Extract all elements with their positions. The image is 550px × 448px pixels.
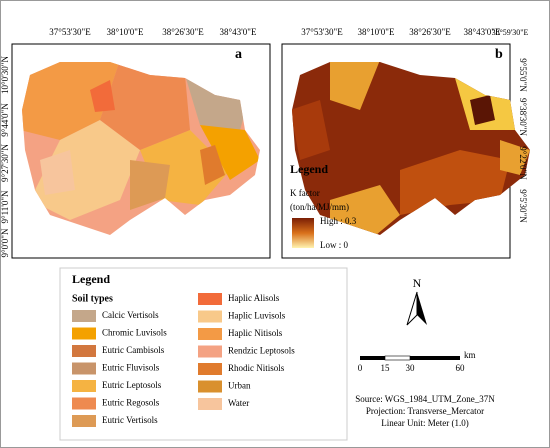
source-line: Source: WGS_1984_UTM_Zone_37N bbox=[355, 394, 495, 404]
k-legend-unit: (ton/ha/MJ/mm) bbox=[290, 202, 349, 212]
legend-swatch bbox=[198, 345, 222, 358]
legend-label: Water bbox=[228, 398, 249, 408]
soil-map bbox=[22, 62, 260, 235]
scale-label: 15 bbox=[381, 363, 391, 373]
lat-label: 9°55'0"N bbox=[518, 58, 528, 92]
lon-label: 38°26'30"E bbox=[162, 27, 204, 37]
legend-label: Haplic Luvisols bbox=[228, 311, 286, 321]
legend-swatch bbox=[198, 310, 222, 323]
lon-label: 38°10'0"E bbox=[358, 27, 395, 37]
north-label: N bbox=[413, 276, 422, 290]
legend-subtitle: Soil types bbox=[72, 293, 113, 304]
lon-label: 37°53'30"E bbox=[301, 27, 343, 37]
legend-swatch bbox=[72, 310, 96, 322]
lat-label: 9°11'0"N bbox=[0, 190, 10, 224]
legend-label: Haplic Alisols bbox=[228, 293, 280, 303]
scale-label: 60 bbox=[456, 363, 466, 373]
k-legend-title: Legend bbox=[290, 162, 328, 176]
legend-label: Eutric Cambisols bbox=[102, 345, 165, 355]
legend-label: Haplic Nitisols bbox=[228, 328, 283, 338]
scale-segment bbox=[410, 356, 460, 360]
legend-label: Rhodic Nitisols bbox=[228, 363, 285, 373]
legend-swatch bbox=[198, 328, 222, 340]
source-line: Linear Unit: Meter (1.0) bbox=[381, 418, 468, 428]
legend-swatch bbox=[198, 293, 222, 305]
north-arrow bbox=[406, 291, 418, 326]
legend-swatch bbox=[198, 363, 222, 375]
legend-swatch bbox=[72, 345, 96, 357]
lat-label: 10°0'30"N bbox=[0, 56, 10, 94]
scale-unit: km bbox=[464, 350, 476, 360]
legend-swatch bbox=[198, 380, 222, 393]
panel-label: b bbox=[495, 47, 503, 62]
lon-label: 38°59'30"E bbox=[492, 28, 529, 37]
legend-items: Calcic Vertisols Chromic Luvisols Eutric C… bbox=[72, 293, 295, 427]
lon-label: 38°43'0"E bbox=[220, 27, 257, 37]
k-low: Low : 0 bbox=[320, 240, 348, 250]
scale-segment bbox=[384, 355, 411, 361]
lat-label: 9°27'30"N bbox=[0, 144, 10, 182]
legend-label: Eutric Vertisols bbox=[102, 415, 158, 425]
lat-label: 9°5'30"N bbox=[518, 189, 528, 223]
legend-swatch bbox=[72, 362, 96, 375]
k-high: High : 0.3 bbox=[320, 216, 357, 226]
panel-label: a bbox=[235, 47, 242, 62]
legend-label: Rendzic Leptosols bbox=[228, 346, 295, 356]
lon-label: 37°53'30"E bbox=[49, 27, 91, 37]
scale-label: 0 bbox=[358, 363, 363, 373]
legend-title: Legend bbox=[72, 272, 110, 286]
legend-swatch bbox=[72, 327, 96, 340]
scale-label: 30 bbox=[406, 363, 416, 373]
lat-label: 9°44'0"N bbox=[0, 103, 10, 137]
legend-label: Eutric Leptosols bbox=[102, 380, 162, 390]
legend-label: Urban bbox=[228, 381, 251, 391]
source-line: Projection: Transverse_Mercator bbox=[366, 406, 484, 416]
legend-swatch bbox=[72, 397, 96, 410]
scale-segment bbox=[360, 356, 385, 360]
legend-swatch bbox=[198, 398, 222, 410]
legend-label: Eutric Fluvisols bbox=[102, 363, 160, 373]
legend-swatch bbox=[72, 415, 96, 427]
legend-label: Chromic Luvisols bbox=[102, 328, 167, 338]
k-legend-variable: K factor bbox=[290, 188, 320, 198]
k-gradient bbox=[292, 218, 314, 248]
lon-label: 38°26'30"E bbox=[409, 27, 451, 37]
legend-swatch bbox=[72, 380, 96, 392]
legend-label: Calcic Vertisols bbox=[102, 310, 159, 320]
north-arrow bbox=[417, 292, 427, 325]
lon-label: 38°43'0"E bbox=[464, 27, 501, 37]
lon-label: 38°10'0"E bbox=[107, 27, 144, 37]
lat-label: 9°22'0"N bbox=[518, 146, 528, 180]
legend-label: Eutric Regosols bbox=[102, 398, 160, 408]
lat-label: 9°0'0"N bbox=[0, 228, 10, 257]
lat-label: 9°38'30"N bbox=[518, 98, 528, 136]
